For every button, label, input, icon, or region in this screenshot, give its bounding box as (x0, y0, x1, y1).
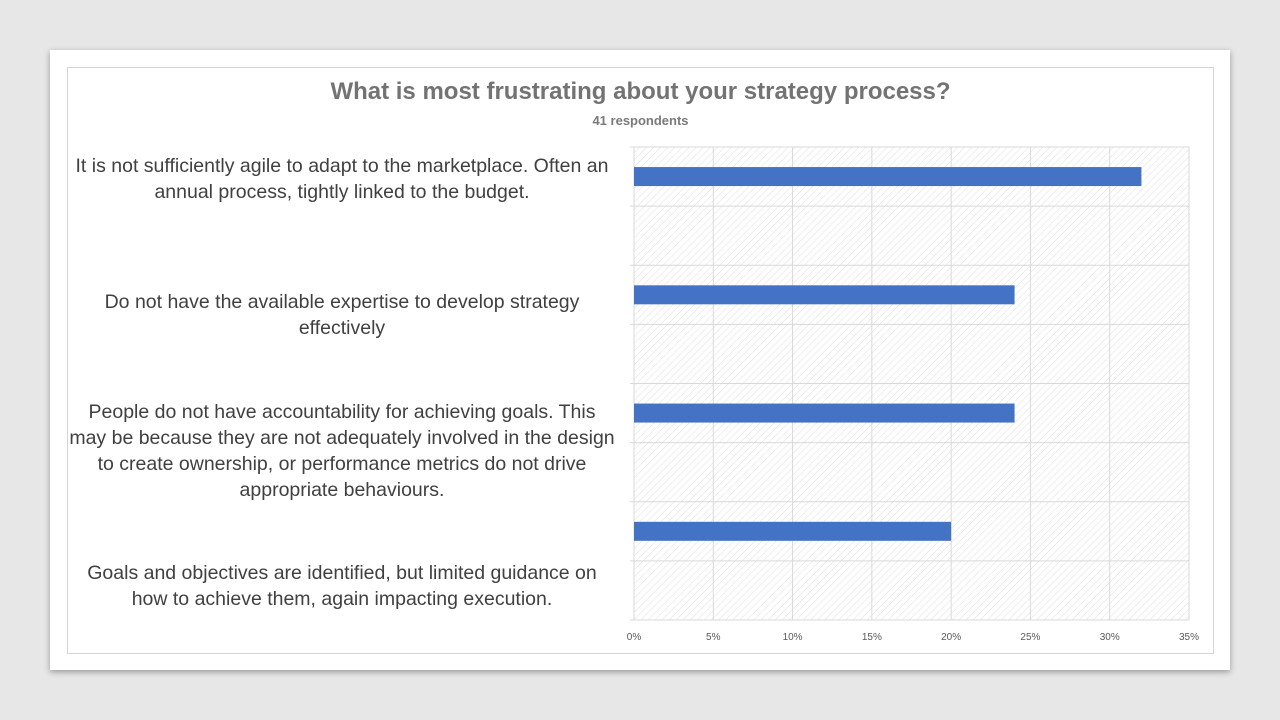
x-tick-label: 25% (1020, 632, 1040, 643)
chart-subtitle: 41 respondents (592, 113, 689, 128)
category-label-2: Do not have the available expertise to d… (104, 291, 580, 339)
x-tick-label: 15% (862, 632, 882, 643)
x-tick-label: 0% (627, 632, 642, 643)
x-tick-label: 35% (1179, 632, 1199, 643)
x-tick-label: 30% (1100, 632, 1120, 643)
x-tick-label: 5% (706, 632, 721, 643)
category-label-3: People do not have accountability for ac… (69, 401, 615, 501)
x-tick-label: 10% (783, 632, 803, 643)
bar-4 (634, 521, 952, 541)
bar-3 (634, 403, 1015, 423)
bar-chart-plot: 0% 5% 10% 15% 20% 25% 30% 35% (627, 146, 1199, 643)
category-label-4: Goals and objectives are identified, but… (87, 562, 597, 610)
chart-title: What is most frustrating about your stra… (330, 78, 951, 105)
slide: What is most frustrating about your stra… (50, 50, 1230, 670)
chart-frame: What is most frustrating about your stra… (67, 67, 1214, 654)
x-tick-label: 20% (941, 632, 961, 643)
bar-2 (634, 285, 1015, 305)
category-label-1: It is not sufficiently agile to adapt to… (75, 155, 609, 203)
bar-1 (634, 167, 1142, 187)
